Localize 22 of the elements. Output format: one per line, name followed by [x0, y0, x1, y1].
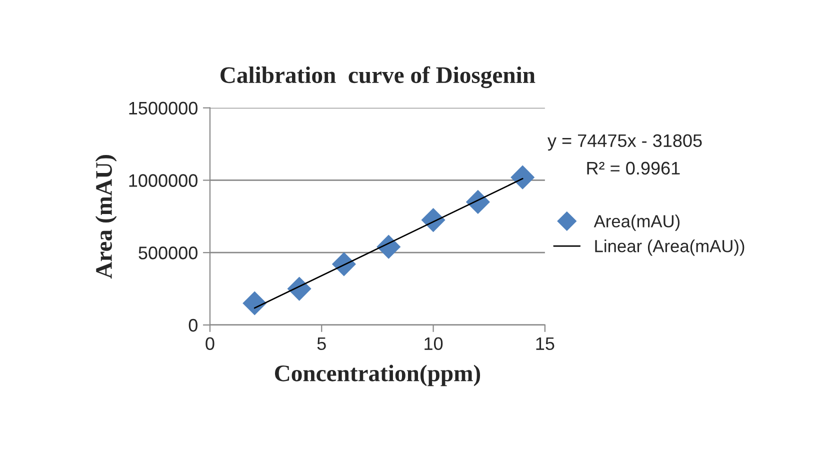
legend-label: Area(mAU)	[594, 214, 680, 231]
x-tick-label: 15	[536, 337, 554, 350]
x-tick-label: 10	[424, 337, 443, 350]
point	[332, 252, 356, 276]
point	[510, 165, 535, 190]
y-tick-label: 1000000	[129, 174, 198, 187]
y-tick-label: 0	[188, 318, 198, 332]
text: R² = 0.9961	[587, 162, 680, 175]
x-tick-label: 5	[317, 337, 326, 350]
x-tick-label: 0	[206, 337, 214, 350]
y-axis-title: Area (mAU)	[95, 155, 117, 279]
y-tick-label: 500000	[138, 246, 198, 260]
x-axis-title: Concentration(ppm)	[274, 364, 480, 386]
point	[466, 190, 490, 214]
point	[376, 234, 401, 259]
point	[287, 276, 312, 301]
chart-title: Calibration curve of Diosgenin	[220, 66, 536, 88]
legend-label: Linear (Area(mAU))	[595, 240, 744, 256]
text: y = 74475x - 31805	[548, 134, 702, 151]
y-tick-label: 1500000	[129, 102, 198, 115]
point	[242, 291, 267, 316]
point	[421, 208, 446, 232]
